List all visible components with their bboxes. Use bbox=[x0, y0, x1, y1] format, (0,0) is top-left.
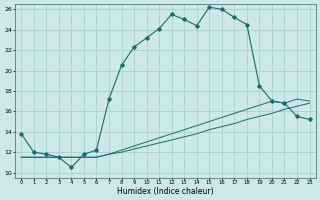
X-axis label: Humidex (Indice chaleur): Humidex (Indice chaleur) bbox=[117, 187, 214, 196]
